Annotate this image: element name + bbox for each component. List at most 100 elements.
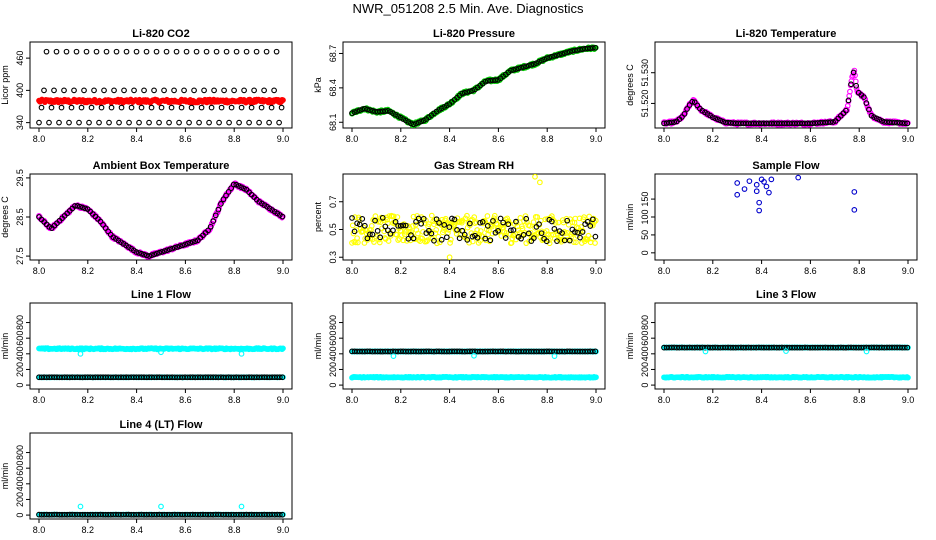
point-rh-avg — [502, 235, 509, 241]
chart-li820-temperature: Li-820 Temperature 8.0 8.2 8.4 8.6 8.8 9.0 51.5… — [625, 28, 918, 144]
page-title: NWR_051208 2.5 Min. Ave. Diagnostics — [352, 1, 584, 16]
y-tick-label: 28.5 — [15, 208, 25, 226]
point-rh-avg — [449, 215, 455, 222]
y-tick-label: 68.4 — [328, 79, 338, 97]
x-tick-label: 8.0 — [33, 395, 46, 405]
point-box_temp-avg — [205, 227, 211, 234]
point-pressure-avg — [546, 54, 553, 61]
point-reference — [103, 48, 110, 55]
point-box_temp-avg — [225, 189, 232, 195]
point-line4_flow — [279, 511, 286, 518]
point-box_temp-avg — [161, 248, 168, 254]
point-reference — [111, 87, 117, 94]
point-rh — [573, 239, 579, 246]
plot-area — [36, 503, 286, 518]
point-rh — [555, 219, 562, 226]
point-rh-avg — [525, 230, 532, 237]
x-tick-label: 8.6 — [179, 395, 192, 405]
point-rh — [527, 222, 533, 229]
point-reference — [261, 87, 267, 94]
x-tick-label: 9.0 — [590, 266, 603, 276]
point-reference — [273, 48, 280, 55]
point-rh — [398, 232, 405, 239]
point-pressure-avg — [523, 63, 530, 70]
x-tick-label: 8.8 — [541, 134, 554, 144]
point-rh — [376, 239, 383, 246]
point-reference — [223, 48, 230, 55]
point-box_temp-avg — [74, 203, 81, 209]
x-tick-label: 9.0 — [902, 134, 915, 144]
point-reference — [76, 119, 82, 126]
point-pressure-avg — [385, 108, 391, 114]
x-tick-label: 8.6 — [492, 395, 505, 405]
point-reference — [183, 48, 190, 55]
point-line1_high-outlier — [238, 350, 245, 357]
point-temperature — [853, 85, 860, 91]
x-tick-label: 8.8 — [228, 525, 241, 535]
point-temperature-avg — [845, 97, 852, 104]
point-rh — [548, 231, 554, 238]
point-line2_high-outlier — [471, 352, 477, 359]
point-box_temp-avg — [133, 249, 140, 255]
point-line3_high — [901, 344, 908, 351]
point-rh-avg — [372, 217, 378, 224]
point-rh-avg — [495, 227, 501, 234]
point-box_temp-avg — [146, 253, 153, 259]
x-tick-label: 8.0 — [33, 134, 46, 144]
point-temperature-avg — [725, 119, 731, 126]
point-rh — [474, 227, 481, 233]
point-rh — [484, 213, 491, 219]
point-box_temp-avg — [141, 251, 147, 258]
point-box_temp-avg — [179, 242, 186, 249]
point-line2_high-outlier — [390, 353, 397, 360]
plot-area — [36, 180, 286, 260]
point-rh-avg — [484, 223, 491, 229]
point-reference — [113, 48, 120, 55]
point-reference — [181, 87, 187, 94]
point-pressure-avg — [379, 108, 386, 115]
point-temperature-avg — [727, 120, 734, 126]
point-reference — [51, 87, 57, 94]
point-rh — [420, 229, 426, 235]
point-pressure-avg — [382, 108, 389, 114]
point-rh — [499, 221, 506, 228]
y-tick-label: 0.7 — [328, 195, 338, 208]
point-line3_high — [904, 344, 911, 351]
y-tick-label: 200 — [640, 362, 650, 377]
point-reference — [251, 87, 257, 94]
point-reference — [108, 104, 115, 111]
point-rh — [522, 213, 529, 219]
point-reference — [278, 104, 285, 111]
point-reference — [161, 87, 167, 94]
point-pressure-avg — [589, 45, 596, 51]
point-sample_flow — [753, 181, 760, 188]
point-temperature-avg — [720, 118, 726, 125]
point-pressure-avg — [554, 52, 560, 59]
point-rh-avg — [379, 214, 386, 221]
point-box_temp-avg — [77, 203, 83, 210]
point-rh-avg — [577, 234, 583, 241]
x-tick-label: 8.4 — [755, 134, 768, 144]
x-tick-label: 8.2 — [82, 395, 95, 405]
point-line3_high-outlier — [863, 348, 870, 355]
point-rh — [530, 219, 537, 226]
point-sample_flow — [795, 174, 802, 181]
point-rh — [569, 219, 576, 226]
point-rh-avg — [518, 235, 524, 242]
point-line4_flow-outlier — [158, 503, 164, 510]
point-pressure-avg — [369, 107, 376, 114]
point-rh — [519, 225, 526, 232]
point-reference — [276, 119, 282, 126]
x-tick-label: 8.0 — [346, 395, 359, 405]
point-reference — [38, 104, 45, 111]
point-reference — [36, 119, 42, 126]
x-tick-label: 8.0 — [33, 266, 46, 276]
point-rh-avg — [523, 215, 530, 222]
point-reference — [61, 87, 67, 94]
point-pressure-avg — [467, 88, 473, 95]
plot-frame — [29, 302, 293, 390]
point-line2_low — [593, 374, 599, 381]
point-rh-avg — [548, 218, 555, 225]
point-pressure-avg — [564, 49, 571, 56]
